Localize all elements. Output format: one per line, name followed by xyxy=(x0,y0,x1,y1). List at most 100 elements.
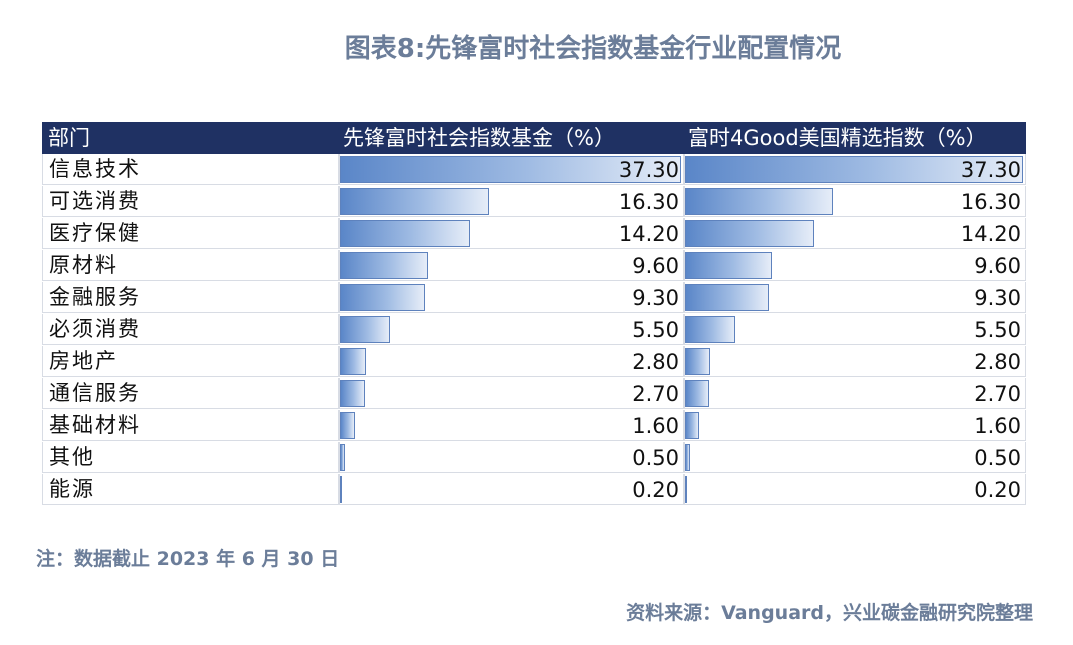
fund-value: 2.80 xyxy=(632,350,679,374)
table-row: 可选消费 16.30 16.30 xyxy=(42,186,1026,218)
table-row: 基础材料 1.60 1.60 xyxy=(42,410,1026,442)
index-value: 14.20 xyxy=(960,222,1021,246)
sector-cell: 原材料 xyxy=(42,250,339,281)
fund-cell: 0.50 xyxy=(339,442,684,473)
sector-cell: 房地产 xyxy=(42,346,339,377)
fund-cell: 37.30 xyxy=(339,154,684,185)
fund-bar xyxy=(340,316,391,343)
index-cell: 2.80 xyxy=(684,346,1026,377)
fund-bar xyxy=(340,188,490,215)
sector-label: 房地产 xyxy=(49,349,118,373)
fund-value: 0.50 xyxy=(632,446,679,470)
sector-cell: 必须消费 xyxy=(42,314,339,345)
index-value: 37.30 xyxy=(960,158,1021,182)
index-cell: 9.30 xyxy=(684,282,1026,313)
index-bar xyxy=(685,412,700,439)
fund-cell: 0.20 xyxy=(339,474,684,505)
index-cell: 0.50 xyxy=(684,442,1026,473)
chart-title: 图表8:先锋富时社会指数基金行业配置情况 xyxy=(344,34,842,64)
index-bar xyxy=(685,284,770,311)
header-index: 富时4Good美国精选指数（%） xyxy=(688,126,987,150)
header-sector: 部门 xyxy=(48,126,90,150)
fund-value: 5.50 xyxy=(632,318,679,342)
sector-cell: 能源 xyxy=(42,474,339,505)
sector-label: 其他 xyxy=(49,445,95,469)
index-value: 1.60 xyxy=(974,414,1021,438)
fund-cell: 2.80 xyxy=(339,346,684,377)
index-cell: 16.30 xyxy=(684,186,1026,217)
index-cell: 2.70 xyxy=(684,378,1026,409)
fund-cell: 5.50 xyxy=(339,314,684,345)
fund-bar xyxy=(340,220,470,247)
sector-cell: 可选消费 xyxy=(42,186,339,217)
sector-cell: 其他 xyxy=(42,442,339,473)
fund-bar xyxy=(340,380,365,407)
sector-label: 医疗保健 xyxy=(49,221,141,245)
table-row: 原材料 9.60 9.60 xyxy=(42,250,1026,282)
fund-cell: 9.60 xyxy=(339,250,684,281)
fund-cell: 9.30 xyxy=(339,282,684,313)
sector-label: 基础材料 xyxy=(49,413,141,437)
sector-cell: 基础材料 xyxy=(42,410,339,441)
table-row: 必须消费 5.50 5.50 xyxy=(42,314,1026,346)
index-cell: 9.60 xyxy=(684,250,1026,281)
fund-value: 14.20 xyxy=(618,222,679,246)
fund-value: 0.20 xyxy=(632,478,679,502)
index-value: 5.50 xyxy=(974,318,1021,342)
fund-bar xyxy=(340,156,681,183)
fund-bar xyxy=(340,412,355,439)
index-value: 2.70 xyxy=(974,382,1021,406)
fund-bar xyxy=(340,252,428,279)
table-row: 医疗保健 14.20 14.20 xyxy=(42,218,1026,250)
index-cell: 37.30 xyxy=(684,154,1026,185)
sector-label: 金融服务 xyxy=(49,285,141,309)
index-bar xyxy=(685,476,687,503)
table-row: 能源 0.20 0.20 xyxy=(42,474,1026,506)
fund-cell: 14.20 xyxy=(339,218,684,249)
index-bar xyxy=(685,316,735,343)
fund-value: 16.30 xyxy=(618,190,679,214)
index-cell: 0.20 xyxy=(684,474,1026,505)
footnote: 注：数据截止 2023 年 6 月 30 日 xyxy=(36,548,340,570)
sector-cell: 通信服务 xyxy=(42,378,339,409)
index-bar xyxy=(685,380,710,407)
fund-value: 9.60 xyxy=(632,254,679,278)
sector-label: 通信服务 xyxy=(49,381,141,405)
index-value: 16.30 xyxy=(960,190,1021,214)
fund-bar xyxy=(340,348,366,375)
sector-label: 信息技术 xyxy=(49,157,141,181)
fund-cell: 16.30 xyxy=(339,186,684,217)
fund-value: 37.30 xyxy=(618,158,679,182)
index-bar xyxy=(685,252,772,279)
table-row: 金融服务 9.30 9.30 xyxy=(42,282,1026,314)
source-note: 资料来源：Vanguard，兴业碳金融研究院整理 xyxy=(626,602,1033,624)
sector-cell: 医疗保健 xyxy=(42,218,339,249)
index-cell: 5.50 xyxy=(684,314,1026,345)
fund-value: 2.70 xyxy=(632,382,679,406)
fund-cell: 1.60 xyxy=(339,410,684,441)
index-bar xyxy=(685,444,690,471)
table-row: 信息技术 37.30 37.30 xyxy=(42,154,1026,186)
index-value: 0.50 xyxy=(974,446,1021,470)
table-row: 其他 0.50 0.50 xyxy=(42,442,1026,474)
index-bar xyxy=(685,348,711,375)
index-value: 2.80 xyxy=(974,350,1021,374)
sector-label: 原材料 xyxy=(49,253,118,277)
fund-bar xyxy=(340,476,342,503)
table-header: 部门 先锋富时社会指数基金（%） 富时4Good美国精选指数（%） xyxy=(42,122,1026,154)
index-value: 9.60 xyxy=(974,254,1021,278)
fund-bar xyxy=(340,444,345,471)
fund-cell: 2.70 xyxy=(339,378,684,409)
index-value: 0.20 xyxy=(974,478,1021,502)
table-row: 房地产 2.80 2.80 xyxy=(42,346,1026,378)
index-cell: 14.20 xyxy=(684,218,1026,249)
fund-bar xyxy=(340,284,426,311)
sector-cell: 信息技术 xyxy=(42,154,339,185)
table-row: 通信服务 2.70 2.70 xyxy=(42,378,1026,410)
sector-cell: 金融服务 xyxy=(42,282,339,313)
index-bar xyxy=(685,220,814,247)
sector-label: 可选消费 xyxy=(49,189,141,213)
fund-value: 1.60 xyxy=(632,414,679,438)
index-bar xyxy=(685,156,1023,183)
index-bar xyxy=(685,188,833,215)
